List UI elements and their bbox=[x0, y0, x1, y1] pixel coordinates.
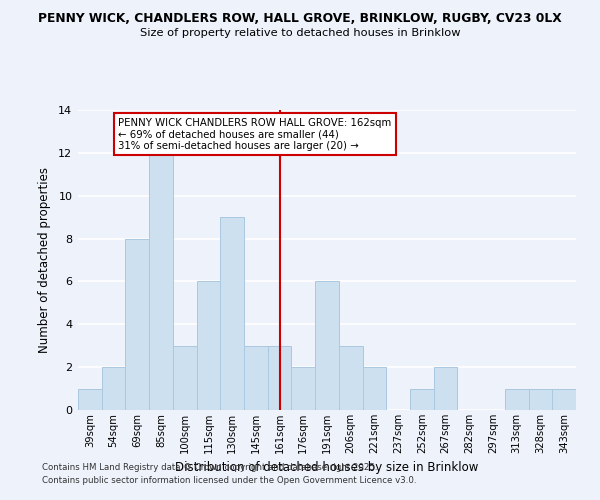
Bar bbox=[197, 282, 220, 410]
Text: Size of property relative to detached houses in Brinklow: Size of property relative to detached ho… bbox=[140, 28, 460, 38]
Text: PENNY WICK CHANDLERS ROW HALL GROVE: 162sqm
← 69% of detached houses are smaller: PENNY WICK CHANDLERS ROW HALL GROVE: 162… bbox=[118, 118, 392, 150]
Bar bbox=[149, 153, 173, 410]
Bar bbox=[434, 367, 457, 410]
Bar bbox=[339, 346, 362, 410]
Bar bbox=[552, 388, 576, 410]
Bar bbox=[125, 238, 149, 410]
Text: Contains HM Land Registry data © Crown copyright and database right 2025.: Contains HM Land Registry data © Crown c… bbox=[42, 464, 377, 472]
Bar bbox=[173, 346, 197, 410]
Text: Contains public sector information licensed under the Open Government Licence v3: Contains public sector information licen… bbox=[42, 476, 416, 485]
Bar bbox=[410, 388, 434, 410]
Bar bbox=[244, 346, 268, 410]
Bar bbox=[268, 346, 292, 410]
Y-axis label: Number of detached properties: Number of detached properties bbox=[38, 167, 52, 353]
X-axis label: Distribution of detached houses by size in Brinklow: Distribution of detached houses by size … bbox=[175, 462, 479, 474]
Bar bbox=[315, 282, 339, 410]
Text: PENNY WICK, CHANDLERS ROW, HALL GROVE, BRINKLOW, RUGBY, CV23 0LX: PENNY WICK, CHANDLERS ROW, HALL GROVE, B… bbox=[38, 12, 562, 26]
Bar bbox=[220, 217, 244, 410]
Bar bbox=[78, 388, 102, 410]
Bar bbox=[102, 367, 125, 410]
Bar bbox=[292, 367, 315, 410]
Bar bbox=[505, 388, 529, 410]
Bar bbox=[362, 367, 386, 410]
Bar bbox=[529, 388, 552, 410]
